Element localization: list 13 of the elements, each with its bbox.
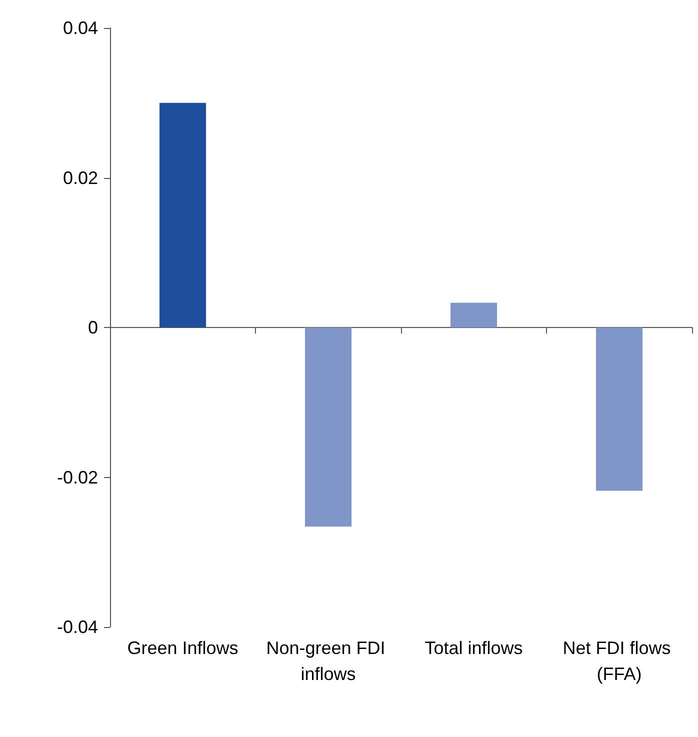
bar bbox=[304, 328, 352, 527]
x-tick-label: Non-green FDI inflows bbox=[266, 638, 390, 684]
y-tick-label: -0.04 bbox=[56, 617, 98, 637]
bar bbox=[596, 328, 643, 491]
bar bbox=[450, 302, 498, 328]
x-tick-label: Total inflows bbox=[424, 638, 523, 658]
y-tick-label: 0.02 bbox=[62, 168, 98, 188]
y-tick-label: -0.02 bbox=[56, 467, 98, 488]
x-tick-label: Green Inflows bbox=[127, 638, 238, 658]
y-tick-label: 0.04 bbox=[62, 18, 98, 38]
y-tick-label: 0 bbox=[88, 318, 98, 338]
x-tick-label: Net FDI flows (FFA) bbox=[562, 638, 676, 684]
bar bbox=[159, 102, 206, 328]
